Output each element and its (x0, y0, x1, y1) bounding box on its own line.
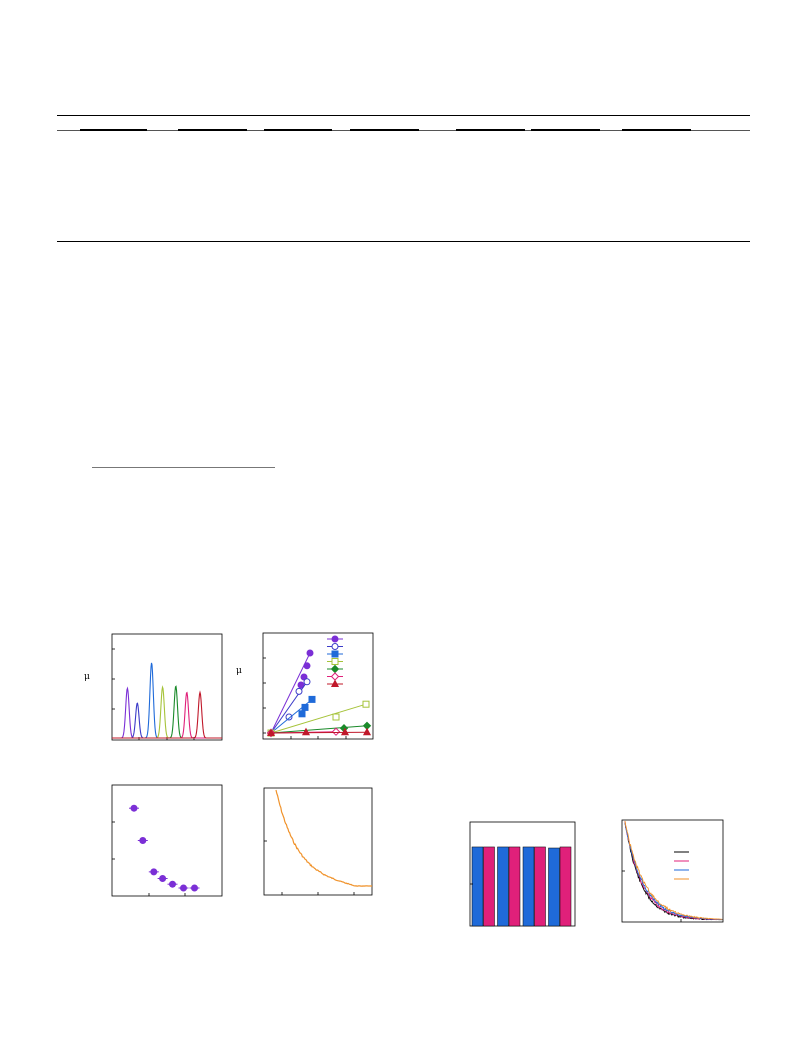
footnote-rule (92, 467, 275, 468)
legend-marker-6 (330, 679, 340, 687)
panel-a-y-label: μ (84, 672, 90, 682)
fit-point-6-1 (301, 727, 311, 736)
fit-line-3 (270, 703, 367, 734)
fit-point-0-4 (306, 649, 314, 657)
multi-decay-line-3 (624, 820, 723, 920)
legend-marker-0 (331, 635, 339, 643)
fit-point-0-3 (303, 662, 311, 670)
fit-point-0-1 (297, 681, 305, 689)
fit-point-1-1 (285, 713, 293, 721)
bar-0-1 (497, 846, 509, 927)
fit-point-2-2 (301, 703, 309, 711)
multi-decay-line-1 (624, 820, 723, 921)
decay-point-0 (130, 804, 138, 812)
bars-chart (469, 821, 576, 927)
decay-point-3 (159, 875, 167, 882)
bar-1-1 (508, 846, 521, 927)
fit-point-6-3 (362, 727, 372, 736)
linear-fits-chart (262, 632, 374, 740)
fit-point-1-2 (295, 687, 303, 695)
orange-decay-line (275, 789, 372, 887)
decay-point-2 (150, 868, 158, 876)
peak-line-6 (112, 690, 222, 739)
table-subrule-7 (622, 129, 691, 131)
decay-point-1 (139, 837, 147, 844)
fit-point-3-1 (332, 713, 340, 721)
fit-point-6-2 (340, 727, 350, 736)
decay-point-4 (169, 880, 176, 888)
legend-marker-5 (330, 672, 340, 681)
table-subrule-3 (264, 129, 332, 131)
fit-line-4 (270, 725, 368, 734)
table-top-rule (57, 115, 750, 116)
orange-decay-chart (263, 787, 373, 896)
fit-point-3-2 (362, 700, 370, 708)
legend-marker-4 (330, 664, 340, 674)
table-subrule-4 (350, 129, 419, 131)
bar-0-2 (522, 846, 535, 927)
table-subrule-1 (80, 129, 147, 131)
peak-line-1 (112, 702, 222, 739)
bar-1-2 (534, 846, 546, 927)
panel-b-y-label: μ (236, 666, 242, 676)
decay-point-5 (180, 884, 187, 892)
multi-decay-chart (621, 819, 724, 923)
table-subrule-2 (178, 129, 247, 131)
multi-decay-line-2 (624, 822, 723, 920)
table-subrule-5 (456, 129, 525, 131)
fit-point-6-0 (266, 728, 276, 736)
peaks-chart (111, 633, 223, 741)
bar-0-3 (548, 847, 560, 927)
fit-point-2-1 (298, 710, 306, 718)
legend-marker-2 (331, 650, 339, 658)
decay-points-chart (111, 784, 223, 897)
table-subrule-6 (531, 129, 600, 131)
legend-marker-3 (331, 658, 339, 665)
bar-1-3 (559, 846, 572, 927)
fit-point-5-1 (331, 727, 341, 736)
fit-line-6 (270, 731, 368, 734)
table-bottom-rule (57, 241, 750, 242)
legend-marker-1 (331, 643, 339, 650)
fit-point-1-3 (303, 678, 311, 686)
bar-1-0 (483, 846, 495, 927)
fit-line-0 (270, 652, 311, 734)
peak-line-0 (112, 686, 222, 739)
bar-0-0 (471, 846, 484, 927)
decay-point-6 (191, 884, 198, 892)
fit-point-2-3 (308, 695, 316, 703)
